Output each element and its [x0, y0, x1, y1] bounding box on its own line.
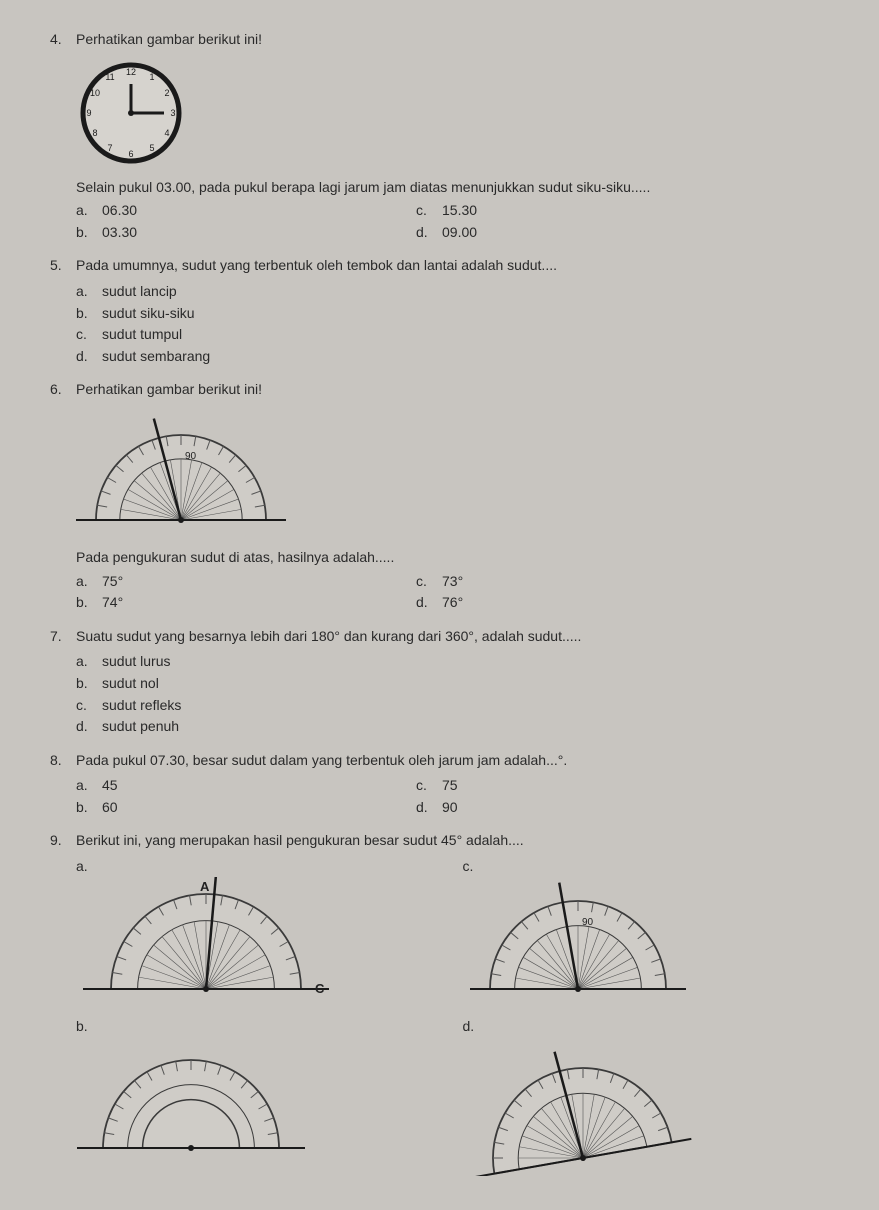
q6-option-c: c.73°	[416, 572, 716, 592]
q4-option-d: d.09.00	[416, 223, 716, 243]
q9-key-c: c.	[463, 857, 830, 877]
svg-text:2: 2	[164, 88, 169, 98]
q5-option-d: d.sudut sembarang	[76, 347, 829, 367]
q6-protractor-figure: 90	[76, 408, 829, 538]
svg-text:10: 10	[90, 88, 100, 98]
q9-key-b: b.	[76, 1017, 443, 1037]
q7-number: 7.	[50, 627, 68, 647]
q8-option-b: b.60	[76, 798, 376, 818]
svg-text:8: 8	[92, 128, 97, 138]
q7-option-b: b.sudut nol	[76, 674, 829, 694]
q4-prompt: Perhatikan gambar berikut ini!	[76, 30, 262, 50]
q9-number: 9.	[50, 831, 68, 851]
q9-prompt: Berikut ini, yang merupakan hasil penguk…	[76, 831, 524, 851]
question-7: 7. Suatu sudut yang besarnya lebih dari …	[50, 627, 829, 737]
q4-post-text: Selain pukul 03.00, pada pukul berapa la…	[76, 178, 829, 198]
q9-option-b: b.	[76, 1017, 443, 1177]
svg-text:3: 3	[170, 108, 175, 118]
svg-text:C: C	[315, 981, 325, 996]
q9-fig-d	[463, 1036, 830, 1176]
svg-text:4: 4	[164, 128, 169, 138]
q8-prompt: Pada pukul 07.30, besar sudut dalam yang…	[76, 751, 567, 771]
protractor-icon: 90	[463, 877, 693, 1007]
q9-fig-c: 90	[463, 877, 830, 1007]
svg-text:11: 11	[105, 72, 114, 82]
q4-option-c: c.15.30	[416, 201, 716, 221]
protractor-icon: AC	[76, 877, 336, 1007]
q7-option-d: d.sudut penuh	[76, 717, 829, 737]
svg-text:12: 12	[126, 67, 136, 77]
q4-option-a: a.06.30	[76, 201, 376, 221]
q6-option-d: d.76°	[416, 593, 716, 613]
svg-text:90: 90	[582, 917, 594, 928]
question-4: 4. Perhatikan gambar berikut ini! 12 1 23…	[50, 30, 829, 242]
q4-option-b: b.03.30	[76, 223, 376, 243]
q9-option-a: a. AC	[76, 857, 443, 1007]
q9-fig-b	[76, 1036, 443, 1166]
svg-text:7: 7	[107, 143, 112, 153]
q5-option-b: b.sudut siku-siku	[76, 304, 829, 324]
q4-clock-figure: 121 23 45 67 89 1011	[76, 58, 829, 168]
q9-fig-a: AC	[76, 877, 443, 1007]
svg-text:1: 1	[149, 72, 154, 82]
q6-option-a: a.75°	[76, 572, 376, 592]
q6-post-text: Pada pengukuran sudut di atas, hasilnya …	[76, 548, 829, 568]
q5-number: 5.	[50, 256, 68, 276]
q5-option-a: a.sudut lancip	[76, 282, 829, 302]
q9-option-d: d.	[463, 1017, 830, 1177]
q8-number: 8.	[50, 751, 68, 771]
q7-option-a: a.sudut lurus	[76, 652, 829, 672]
svg-text:9: 9	[86, 108, 91, 118]
question-9: 9. Berikut ini, yang merupakan hasil pen…	[50, 831, 829, 1176]
clock-icon: 121 23 45 67 89 1011	[76, 58, 186, 168]
q9-key-d: d.	[463, 1017, 830, 1037]
protractor-icon	[76, 1036, 306, 1166]
q5-prompt: Pada umumnya, sudut yang terbentuk oleh …	[76, 256, 557, 276]
q6-prompt: Perhatikan gambar berikut ini!	[76, 380, 262, 400]
svg-text:A: A	[200, 879, 210, 894]
q9-key-a: a.	[76, 857, 443, 877]
q6-option-b: b.74°	[76, 593, 376, 613]
q7-option-c: c.sudut refleks	[76, 696, 829, 716]
question-5: 5. Pada umumnya, sudut yang terbentuk ol…	[50, 256, 829, 366]
protractor-icon	[463, 1036, 703, 1176]
q6-number: 6.	[50, 380, 68, 400]
q8-option-c: c.75	[416, 776, 716, 796]
q7-prompt: Suatu sudut yang besarnya lebih dari 180…	[76, 627, 581, 647]
svg-text:6: 6	[128, 149, 133, 159]
question-6: 6. Perhatikan gambar berikut ini! 90 Pad…	[50, 380, 829, 612]
question-8: 8. Pada pukul 07.30, besar sudut dalam y…	[50, 751, 829, 818]
q8-option-a: a.45	[76, 776, 376, 796]
q9-option-c: c. 90	[463, 857, 830, 1007]
q8-option-d: d.90	[416, 798, 716, 818]
q5-option-c: c.sudut tumpul	[76, 325, 829, 345]
svg-text:90: 90	[185, 451, 197, 462]
protractor-icon: 90	[76, 408, 286, 538]
q4-number: 4.	[50, 30, 68, 50]
svg-text:5: 5	[149, 143, 154, 153]
